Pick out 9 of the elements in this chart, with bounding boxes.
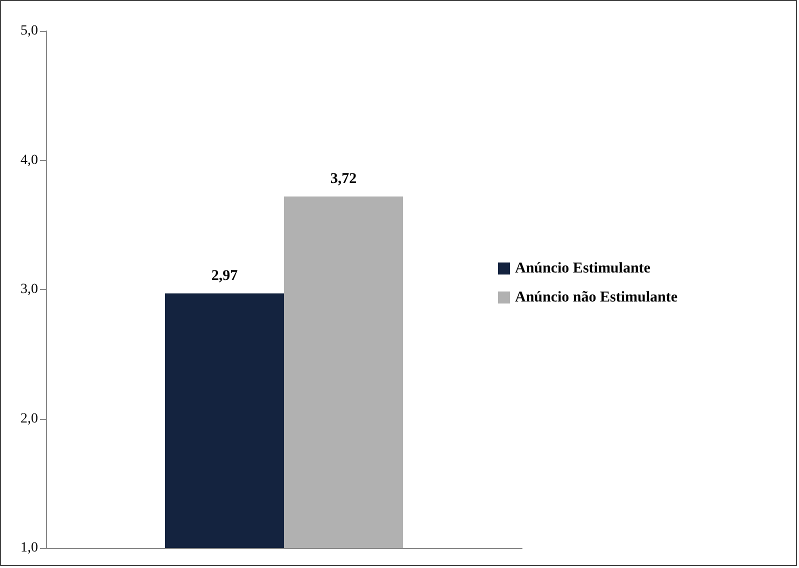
- y-tick-label: 4,0: [20, 152, 38, 168]
- y-tick-label: 1,0: [20, 540, 38, 556]
- y-tick-label: 5,0: [20, 24, 38, 38]
- legend-label: Anúncio Estimulante: [515, 260, 651, 276]
- data-label: 2,97: [211, 268, 238, 284]
- y-tick-label: 3,0: [20, 282, 38, 297]
- legend-label: Anúncio não Estimulante: [515, 290, 678, 306]
- data-label: 3,72: [330, 170, 357, 187]
- y-tick-label: 2,0: [20, 411, 38, 426]
